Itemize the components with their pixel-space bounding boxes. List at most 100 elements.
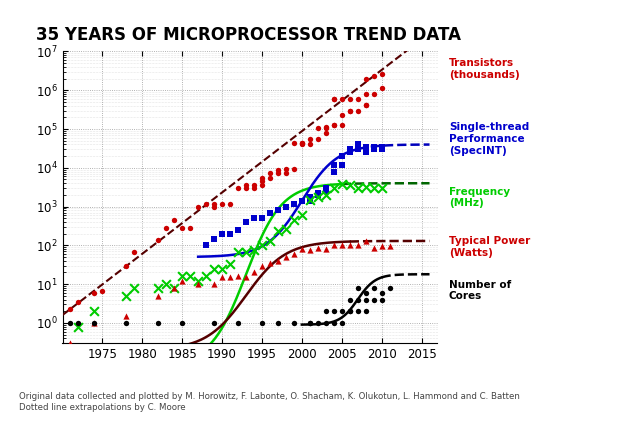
Point bbox=[329, 308, 339, 315]
Point bbox=[352, 308, 362, 315]
Point bbox=[201, 273, 211, 280]
Point bbox=[377, 296, 387, 303]
Point bbox=[281, 226, 291, 233]
Point bbox=[98, 288, 107, 295]
Point bbox=[329, 320, 339, 326]
Point bbox=[361, 238, 371, 245]
Point bbox=[337, 153, 347, 160]
Point bbox=[209, 203, 219, 210]
Point bbox=[345, 308, 355, 315]
Point bbox=[361, 149, 371, 156]
Point bbox=[233, 273, 243, 280]
Point bbox=[217, 230, 227, 237]
Point bbox=[329, 242, 339, 248]
Point bbox=[329, 184, 339, 191]
Point bbox=[305, 320, 315, 326]
Point bbox=[345, 149, 355, 156]
Point bbox=[217, 200, 227, 207]
Point bbox=[201, 242, 211, 249]
Point bbox=[337, 181, 347, 187]
Point bbox=[241, 182, 251, 189]
Point bbox=[225, 260, 235, 267]
Point bbox=[177, 273, 187, 280]
Point bbox=[321, 191, 331, 198]
Point bbox=[249, 215, 259, 222]
Point bbox=[377, 243, 387, 250]
Point bbox=[369, 73, 379, 80]
Point bbox=[273, 320, 283, 326]
Point bbox=[241, 184, 251, 191]
Point bbox=[273, 166, 283, 173]
Point bbox=[66, 357, 76, 364]
Point bbox=[273, 228, 283, 235]
Point bbox=[217, 274, 227, 281]
Point bbox=[289, 320, 299, 326]
Point bbox=[249, 247, 259, 254]
Point bbox=[225, 274, 235, 281]
Point bbox=[161, 225, 171, 232]
Point bbox=[352, 108, 362, 115]
Point bbox=[313, 125, 323, 132]
Point bbox=[289, 139, 299, 146]
Text: Number of
Cores: Number of Cores bbox=[449, 280, 511, 302]
Point bbox=[153, 293, 163, 299]
Point bbox=[352, 184, 362, 191]
Point bbox=[337, 308, 347, 315]
Point bbox=[305, 140, 315, 147]
Point bbox=[169, 217, 179, 224]
Point bbox=[129, 248, 139, 255]
Point bbox=[193, 203, 203, 210]
Point bbox=[74, 323, 84, 330]
Point bbox=[377, 184, 387, 191]
Point bbox=[241, 274, 251, 281]
Point bbox=[257, 182, 267, 189]
Point bbox=[321, 184, 331, 191]
Point bbox=[369, 90, 379, 97]
Point bbox=[257, 242, 267, 249]
Point bbox=[321, 125, 331, 132]
Point bbox=[305, 193, 315, 200]
Point bbox=[329, 122, 339, 129]
Point bbox=[345, 146, 355, 153]
Point bbox=[369, 296, 379, 303]
Point bbox=[377, 143, 387, 150]
Point bbox=[265, 260, 275, 266]
Point bbox=[305, 196, 315, 203]
Point bbox=[384, 284, 394, 291]
Point bbox=[257, 215, 267, 222]
Point bbox=[169, 284, 179, 291]
Point bbox=[361, 289, 371, 296]
Point bbox=[257, 320, 267, 326]
Point bbox=[352, 296, 362, 303]
Point bbox=[352, 242, 362, 249]
Point bbox=[289, 251, 299, 257]
Point bbox=[193, 278, 203, 284]
Point bbox=[233, 249, 243, 256]
Point bbox=[249, 184, 259, 191]
Point bbox=[121, 293, 131, 299]
Point bbox=[321, 245, 331, 252]
Point bbox=[352, 284, 362, 291]
Point bbox=[297, 140, 307, 147]
Point bbox=[289, 200, 299, 207]
Point bbox=[201, 200, 211, 207]
Point bbox=[313, 320, 323, 326]
Point bbox=[161, 281, 171, 287]
Point bbox=[361, 308, 371, 315]
Point bbox=[305, 247, 315, 254]
Point bbox=[281, 203, 291, 210]
Point bbox=[273, 207, 283, 214]
Point bbox=[249, 269, 259, 276]
Point bbox=[74, 320, 84, 326]
Point bbox=[313, 245, 323, 251]
Point bbox=[377, 289, 387, 296]
Point bbox=[281, 254, 291, 260]
Point bbox=[345, 296, 355, 303]
Point bbox=[297, 246, 307, 253]
Text: Frequency
(MHz): Frequency (MHz) bbox=[449, 187, 510, 208]
Point bbox=[89, 289, 99, 296]
Point bbox=[297, 139, 307, 146]
Point bbox=[313, 193, 323, 200]
Point bbox=[313, 136, 323, 142]
Point bbox=[321, 124, 331, 131]
